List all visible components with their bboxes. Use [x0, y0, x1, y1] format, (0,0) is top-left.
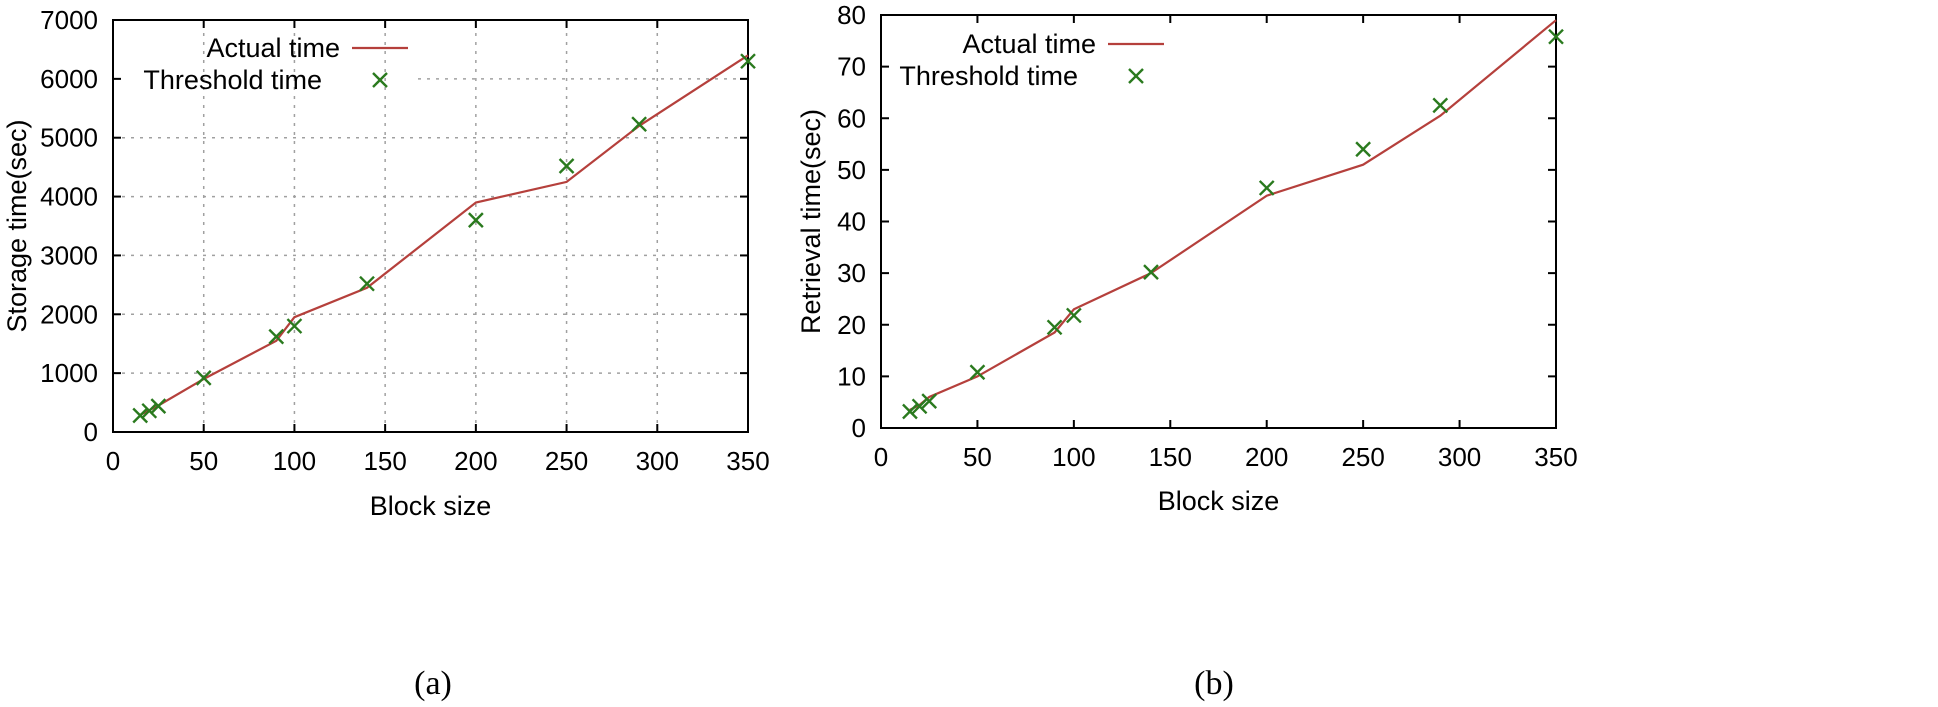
y-tick-label: 0 — [84, 417, 98, 447]
x-axis-label: Block size — [370, 491, 492, 521]
y-tick-label: 10 — [837, 361, 866, 391]
data-point-threshold-time — [631, 116, 647, 133]
chart-b: 0 50 100 150 200 250 300 350 0 10 20 30 40 50 60 70 80 Bl… — [796, 0, 1578, 702]
legend-label-actual-time: Actual time — [206, 33, 340, 63]
subfigure-caption: (b) — [1194, 665, 1234, 702]
x-tick-label: 200 — [454, 446, 497, 476]
data-point-threshold-time — [1432, 97, 1449, 114]
x-tick-label: 150 — [1149, 442, 1192, 472]
legend-swatch-threshold-time — [372, 72, 388, 88]
data-point-threshold-time — [1548, 28, 1564, 45]
data-point-threshold-time — [141, 402, 158, 419]
x-tick-label: 350 — [1534, 442, 1577, 472]
y-tick-label: 30 — [837, 258, 866, 288]
y-tick-label: 0 — [852, 413, 866, 443]
data-point-threshold-time — [902, 403, 918, 420]
y-tick-label: 20 — [837, 310, 866, 340]
x-tick-label: 300 — [636, 446, 679, 476]
y-tick-label: 5000 — [40, 123, 98, 153]
y-tick-label: 7000 — [40, 5, 98, 35]
x-tick-label: 350 — [726, 446, 769, 476]
y-tick-label: 6000 — [40, 64, 98, 94]
y-tick-label: 40 — [837, 207, 866, 237]
x-tick-label: 100 — [273, 446, 316, 476]
x-tick-label: 150 — [363, 446, 406, 476]
x-tick-label: 0 — [106, 446, 120, 476]
data-point-threshold-time — [195, 370, 212, 386]
y-axis-label: Storage time(sec) — [2, 119, 32, 332]
data-point-threshold-time — [740, 53, 756, 70]
y-tick-label: 2000 — [40, 299, 98, 329]
legend-label-threshold-time: Threshold time — [143, 65, 322, 95]
data-point-threshold-time — [558, 158, 575, 174]
y-tick-label: 3000 — [40, 240, 98, 270]
x-tick-label: 0 — [874, 442, 888, 472]
x-tick-label: 50 — [963, 442, 992, 472]
x-tick-label: 300 — [1438, 442, 1481, 472]
data-point-threshold-time — [132, 407, 149, 424]
y-axis-label: Retrieval time(sec) — [796, 109, 826, 334]
x-tick-label: 200 — [1245, 442, 1288, 472]
y-tick-label: 4000 — [40, 182, 98, 212]
chart-a: 0 50 100 150 200 250 300 350 0 1000 2000 3000 4000 50… — [2, 5, 770, 702]
data-point-threshold-time — [969, 364, 986, 381]
y-tick-label: 70 — [837, 52, 866, 82]
data-point-threshold-time — [911, 398, 928, 415]
data-point-threshold-time — [1258, 180, 1275, 196]
data-point-threshold-time — [1046, 319, 1063, 336]
data-point-threshold-time — [268, 328, 285, 345]
x-tick-label: 250 — [545, 446, 588, 476]
y-tick-label: 50 — [837, 155, 866, 185]
data-point-threshold-time — [468, 212, 484, 228]
series-line-actual-time — [139, 54, 749, 416]
data-point-threshold-time — [1066, 307, 1082, 324]
data-point-threshold-time — [150, 398, 167, 414]
data-point-threshold-time — [921, 393, 938, 410]
legend-label-threshold-time: Threshold time — [899, 61, 1078, 91]
y-tick-label: 1000 — [40, 358, 98, 388]
y-tick-label: 80 — [837, 0, 866, 30]
x-tick-label: 100 — [1052, 442, 1095, 472]
legend-label-actual-time: Actual time — [962, 29, 1096, 59]
data-point-threshold-time — [1355, 141, 1371, 158]
x-tick-label: 50 — [189, 446, 218, 476]
x-axis-label: Block size — [1158, 486, 1280, 516]
data-point-threshold-time — [1143, 264, 1159, 280]
x-tick-label: 250 — [1341, 442, 1384, 472]
legend-swatch-threshold-time — [1128, 68, 1144, 84]
data-point-threshold-time — [286, 318, 303, 334]
plot-frame — [112, 19, 749, 433]
data-point-threshold-time — [359, 275, 375, 292]
subfigure-caption: (a) — [414, 665, 452, 702]
y-tick-label: 60 — [837, 103, 866, 133]
